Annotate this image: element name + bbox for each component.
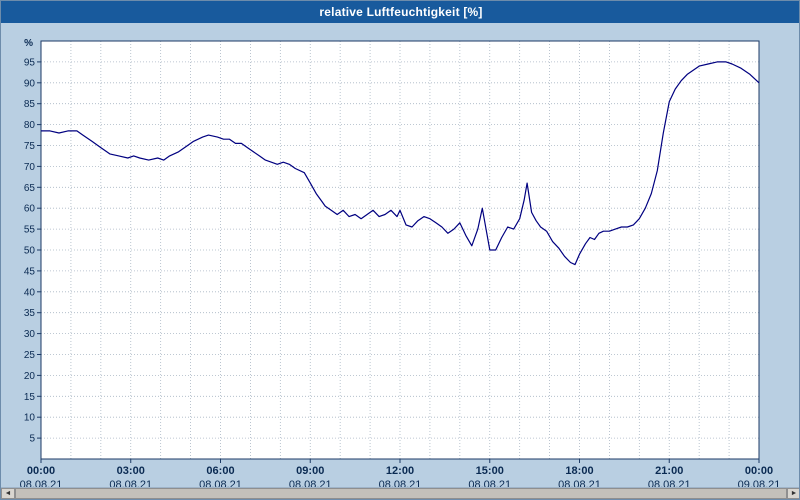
y-tick-label: 80 xyxy=(24,120,36,131)
y-tick-label: 25 xyxy=(24,350,36,361)
y-tick-label: 90 xyxy=(24,78,36,89)
x-tick-time-label: 00:00 xyxy=(27,465,55,477)
y-tick-label: 75 xyxy=(24,141,36,152)
x-tick-time-label: 12:00 xyxy=(386,465,414,477)
y-tick-label: 15 xyxy=(24,392,36,403)
x-tick-time-label: 21:00 xyxy=(655,465,683,477)
humidity-series-line xyxy=(41,61,760,266)
y-tick-label: 40 xyxy=(24,287,36,298)
y-tick-label: 65 xyxy=(24,183,36,194)
scroll-left-icon[interactable]: ◄ xyxy=(1,488,15,499)
y-tick-label: 20 xyxy=(24,371,36,382)
chart-area: 5 10 15 20 25 30 35 40 45 50 55 60 65 70 75 80 85 90 95% 00… xyxy=(1,23,799,491)
y-tick-label: 10 xyxy=(24,413,36,424)
y-tick-label: 70 xyxy=(24,162,36,173)
humidity-line-chart: 5 10 15 20 25 30 35 40 45 50 55 60 65 70 75 80 85 90 95% 00… xyxy=(20,38,781,491)
x-tick-time-label: 18:00 xyxy=(565,465,593,477)
horizontal-scrollbar[interactable]: ◄ ► xyxy=(1,487,799,499)
plot-border xyxy=(40,40,760,460)
x-tick-time-label: 03:00 xyxy=(117,465,145,477)
y-tick-label: 50 xyxy=(24,246,36,257)
y-tick-label: 35 xyxy=(24,308,36,319)
y-tick-label: 30 xyxy=(24,329,36,340)
scrollbar-thumb[interactable] xyxy=(15,488,787,499)
y-tick-label: 85 xyxy=(24,99,36,110)
window-title-bar: relative Luftfeuchtigkeit [%] xyxy=(1,1,799,23)
scroll-right-icon[interactable]: ► xyxy=(787,488,799,499)
x-tick-time-label: 00:00 xyxy=(745,465,773,477)
y-tick-label: 55 xyxy=(24,225,36,236)
y-tick-label: 95 xyxy=(24,57,36,68)
x-tick-time-label: 06:00 xyxy=(206,465,234,477)
y-tick-label: 5 xyxy=(29,434,35,445)
x-tick-time-label: 09:00 xyxy=(296,465,324,477)
scrollbar-track[interactable] xyxy=(15,488,787,499)
plot-background xyxy=(41,41,759,459)
y-tick-label: 45 xyxy=(24,266,36,277)
y-axis-unit-label: % xyxy=(24,38,33,49)
y-tick-label: 60 xyxy=(24,204,36,215)
x-tick-time-label: 15:00 xyxy=(476,465,504,477)
page-title: relative Luftfeuchtigkeit [%] xyxy=(319,5,483,19)
